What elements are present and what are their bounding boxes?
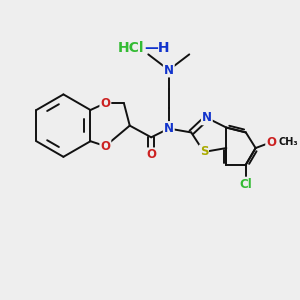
Text: O: O xyxy=(100,97,110,110)
Text: —H: —H xyxy=(144,40,170,55)
Text: S: S xyxy=(200,146,208,158)
Text: O: O xyxy=(100,140,110,153)
Text: Cl: Cl xyxy=(239,178,252,190)
Text: N: N xyxy=(164,64,174,76)
Text: N: N xyxy=(202,111,212,124)
Text: O: O xyxy=(266,136,276,149)
Text: O: O xyxy=(146,148,156,161)
Text: CH₃: CH₃ xyxy=(278,137,298,147)
Text: N: N xyxy=(164,122,174,135)
Text: HCl: HCl xyxy=(118,40,144,55)
